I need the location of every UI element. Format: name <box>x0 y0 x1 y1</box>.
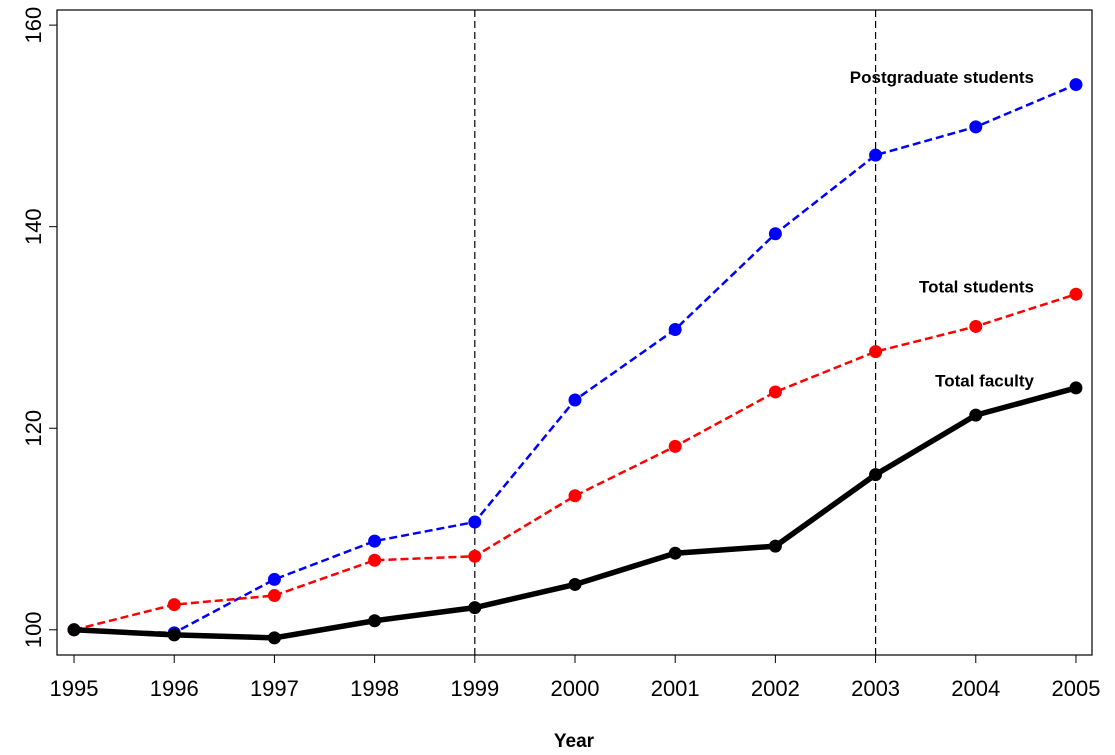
x-tick-label: 2002 <box>751 676 800 701</box>
data-point <box>1069 381 1083 395</box>
data-point <box>969 319 983 333</box>
series-label: Postgraduate students <box>850 68 1034 87</box>
data-point <box>368 534 382 548</box>
data-point <box>869 345 883 359</box>
data-point <box>869 468 883 482</box>
data-point <box>768 227 782 241</box>
series-line <box>73 83 1077 635</box>
x-tick-label: 2001 <box>651 676 700 701</box>
data-point <box>368 553 382 567</box>
data-point <box>468 515 482 529</box>
y-tick-label: 120 <box>21 410 46 447</box>
data-point <box>267 631 281 645</box>
x-tick-label: 1995 <box>50 676 99 701</box>
series-line <box>73 385 1077 641</box>
data-point <box>568 577 582 591</box>
x-tick-label: 1997 <box>250 676 299 701</box>
data-point <box>167 598 181 612</box>
data-point <box>568 489 582 503</box>
x-tick-label: 1999 <box>450 676 499 701</box>
x-axis-title: Year <box>554 731 595 752</box>
data-point <box>768 385 782 399</box>
y-tick-label: 140 <box>21 208 46 245</box>
data-point <box>668 322 682 336</box>
x-tick-label: 1996 <box>150 676 199 701</box>
data-point <box>368 614 382 628</box>
data-point <box>969 120 983 134</box>
plot-frame <box>56 9 1093 656</box>
data-point <box>668 546 682 560</box>
data-point <box>67 623 81 637</box>
y-tick-label: 100 <box>21 611 46 648</box>
x-tick-label: 2004 <box>951 676 1000 701</box>
series-label: Total students <box>919 278 1034 297</box>
series-label: Total faculty <box>935 371 1034 390</box>
data-point <box>1069 287 1083 301</box>
data-point <box>468 601 482 615</box>
data-point <box>468 549 482 563</box>
data-point <box>1069 78 1083 92</box>
x-tick-label: 1998 <box>350 676 399 701</box>
series-line <box>73 293 1077 632</box>
x-tick-label: 2003 <box>851 676 900 701</box>
y-tick-label: 160 <box>21 7 46 44</box>
data-point <box>167 628 181 642</box>
data-point <box>568 393 582 407</box>
x-tick-label: 2005 <box>1051 676 1100 701</box>
data-point <box>267 572 281 586</box>
data-point <box>668 439 682 453</box>
data-point <box>969 408 983 422</box>
data-point <box>869 148 883 162</box>
x-tick-label: 2000 <box>551 676 600 701</box>
data-point <box>267 589 281 603</box>
data-point <box>768 539 782 553</box>
